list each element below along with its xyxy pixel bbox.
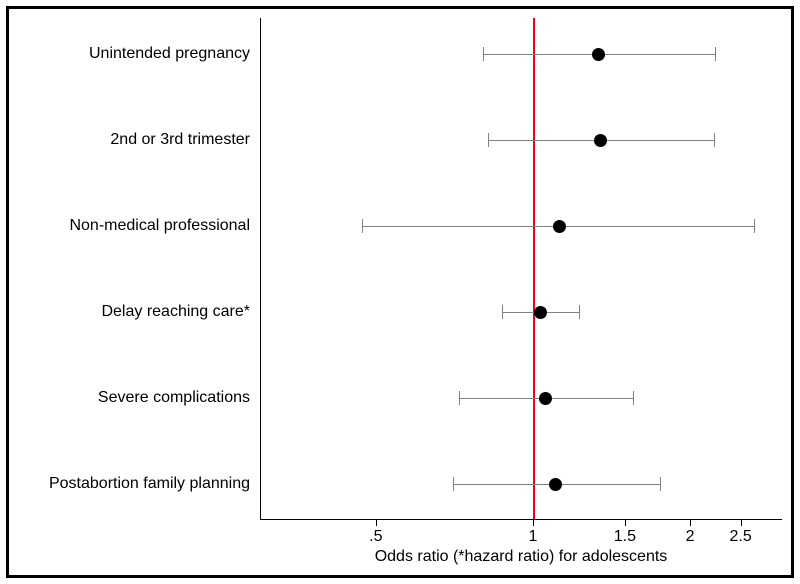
ci-cap xyxy=(715,47,716,61)
y-axis-label: Postabortion family planning xyxy=(49,475,250,493)
ci-cap xyxy=(459,391,460,405)
ci-cap xyxy=(488,133,489,147)
point-estimate xyxy=(549,478,562,491)
x-tick-label: 2.5 xyxy=(730,528,752,546)
ci-cap xyxy=(483,47,484,61)
point-estimate xyxy=(594,134,607,147)
y-axis-label: Non-medical professional xyxy=(69,217,250,235)
x-tick xyxy=(741,520,742,526)
ci-cap xyxy=(362,219,363,233)
ci-cap xyxy=(754,219,755,233)
y-axis-label: Unintended pregnancy xyxy=(89,45,250,63)
x-tick xyxy=(625,520,626,526)
x-tick-label: 1.5 xyxy=(614,528,636,546)
ci-cap xyxy=(579,305,580,319)
x-tick xyxy=(376,520,377,526)
forest-plot: Odds ratio (*hazard ratio) for adolescen… xyxy=(0,0,800,584)
x-tick-label: .5 xyxy=(369,528,382,546)
x-tick-label: 1 xyxy=(528,528,537,546)
x-tick xyxy=(533,520,534,526)
ci-cap xyxy=(660,477,661,491)
y-axis-label: Delay reaching care* xyxy=(101,303,250,321)
point-estimate xyxy=(539,392,552,405)
point-estimate xyxy=(534,306,547,319)
ci-cap xyxy=(714,133,715,147)
ci-cap xyxy=(502,305,503,319)
point-estimate xyxy=(592,48,605,61)
reference-line xyxy=(533,18,535,519)
y-axis-label: Severe complications xyxy=(98,389,250,407)
x-axis-label: Odds ratio (*hazard ratio) for adolescen… xyxy=(375,548,668,566)
ci-cap xyxy=(453,477,454,491)
x-tick-label: 2 xyxy=(686,528,695,546)
ci-cap xyxy=(633,391,634,405)
point-estimate xyxy=(553,220,566,233)
y-axis-label: 2nd or 3rd trimester xyxy=(110,131,250,149)
x-tick xyxy=(690,520,691,526)
plot-area xyxy=(260,18,782,520)
